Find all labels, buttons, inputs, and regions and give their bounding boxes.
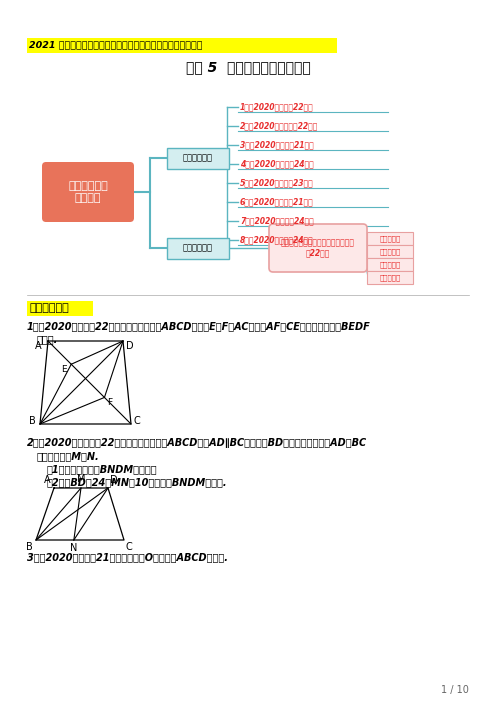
Text: 精选江苏省中考真题相似题专项提升
（22题）: 精选江苏省中考真题相似题专项提升 （22题） (281, 238, 355, 258)
Text: D: D (110, 475, 118, 485)
Text: M: M (77, 474, 85, 484)
Text: （2）若BD＝24，MN＝10，求菱形BNDM的周长.: （2）若BD＝24，MN＝10，求菱形BNDM的周长. (47, 477, 228, 487)
Text: 【组组一】: 【组组一】 (379, 235, 401, 241)
Text: 【专项突破】: 【专项突破】 (183, 244, 213, 253)
FancyBboxPatch shape (367, 245, 413, 258)
Text: D: D (126, 341, 133, 351)
Text: 1．（2020年宿迁第22题）如图，在正方形ABCD中，点E，F在AC上，且AF＝CE．求证：四边形BEDF: 1．（2020年宿迁第22题）如图，在正方形ABCD中，点E，F在AC上，且AF… (27, 321, 371, 331)
Text: 8．（2020年无锡第24题）: 8．（2020年无锡第24题） (240, 235, 314, 244)
FancyBboxPatch shape (367, 271, 413, 284)
Text: 3．（2020年盐城第21题）: 3．（2020年盐城第21题） (240, 140, 314, 150)
Text: 分别相交于点M，N.: 分别相交于点M，N. (37, 451, 100, 461)
Text: 7．（2020年苏州第24题）: 7．（2020年苏州第24题） (240, 216, 314, 225)
FancyBboxPatch shape (42, 162, 134, 222)
Text: 【真题再现】: 【真题再现】 (183, 154, 213, 162)
Text: 3．（2020年盐城第21题）如图，点O是正方形ABCD的中心.: 3．（2020年盐城第21题）如图，点O是正方形ABCD的中心. (27, 552, 228, 562)
Text: 专题 5  图形的计算与证明问题: 专题 5 图形的计算与证明问题 (186, 60, 310, 74)
Text: 1．（2020年宿迁第22题）: 1．（2020年宿迁第22题） (240, 102, 314, 112)
FancyBboxPatch shape (167, 147, 229, 168)
Text: 2021 年中考数学大题狂练之中等大题满分夯基练（江苏专用）: 2021 年中考数学大题狂练之中等大题满分夯基练（江苏专用） (29, 40, 202, 49)
Text: F: F (108, 399, 113, 407)
Text: 1 / 10: 1 / 10 (441, 685, 469, 695)
FancyBboxPatch shape (367, 258, 413, 271)
Text: 2．（2020年连云港第22题）如图，在四边形ABCD中，AD∥BC，对角线BD的垂直平分线与边AD，BC: 2．（2020年连云港第22题）如图，在四边形ABCD中，AD∥BC，对角线BD… (27, 438, 367, 448)
Text: 【组组二】: 【组组二】 (379, 249, 401, 255)
Text: （1）求证：四边形BNDM是菱形；: （1）求证：四边形BNDM是菱形； (47, 464, 158, 474)
Text: C: C (134, 416, 141, 426)
FancyBboxPatch shape (27, 301, 93, 316)
Text: 6．（2020年镇江第21题）: 6．（2020年镇江第21题） (240, 197, 314, 206)
Text: E: E (62, 365, 67, 374)
Text: 【真题再现】: 【真题再现】 (29, 303, 69, 313)
FancyBboxPatch shape (27, 38, 337, 53)
FancyBboxPatch shape (269, 224, 367, 272)
Text: 5．（2020年常州第23题）: 5．（2020年常州第23题） (240, 178, 314, 187)
Text: 4．（2020年徐州第24题）: 4．（2020年徐州第24题） (240, 159, 314, 168)
Text: A: A (44, 475, 51, 485)
Text: A: A (35, 341, 42, 351)
Text: 2．（2020年连云港第22题）: 2．（2020年连云港第22题） (240, 121, 318, 131)
Text: 图形的计算与
证明问题: 图形的计算与 证明问题 (68, 181, 108, 203)
Text: 【组组三】: 【组组三】 (379, 261, 401, 267)
Text: B: B (26, 542, 33, 552)
FancyBboxPatch shape (367, 232, 413, 245)
Text: 【组组四】: 【组组四】 (379, 274, 401, 281)
Text: N: N (70, 543, 77, 553)
Text: B: B (29, 416, 36, 426)
Text: C: C (126, 542, 133, 552)
FancyBboxPatch shape (167, 237, 229, 258)
Text: 是菱形.: 是菱形. (37, 334, 59, 344)
